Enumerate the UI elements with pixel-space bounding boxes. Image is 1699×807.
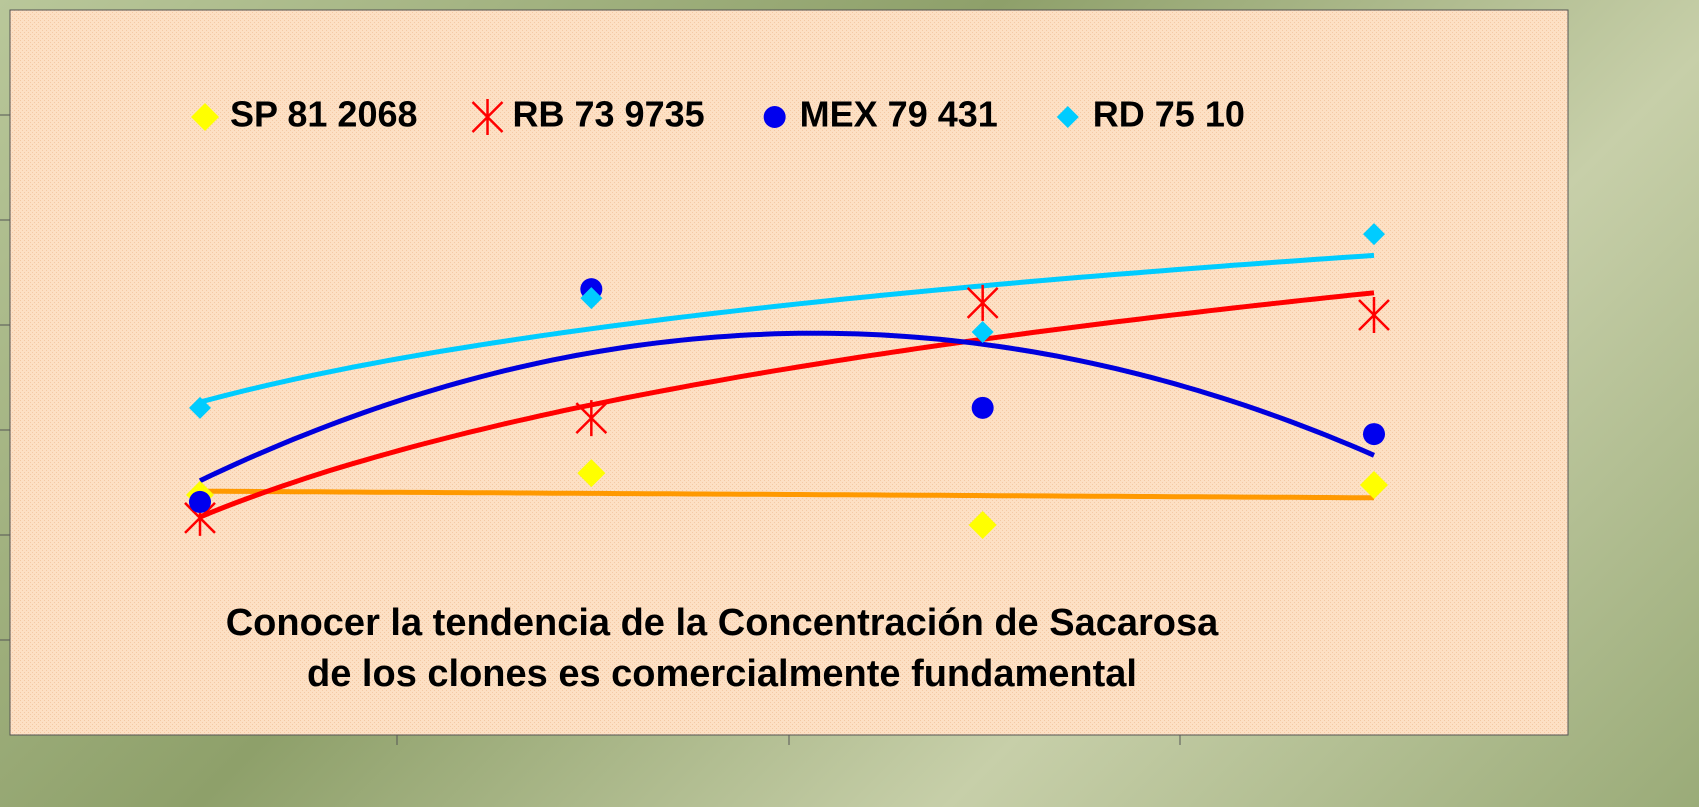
point (189, 490, 211, 513)
point (1360, 470, 1388, 499)
point (189, 396, 211, 419)
point (1363, 223, 1385, 246)
point (575, 400, 608, 437)
legend-marker (763, 106, 786, 128)
trendline (199, 290, 1375, 520)
legend-label: RD 75 10 (1093, 94, 1245, 135)
legend-label: SP 81 2068 (230, 94, 418, 135)
point (1358, 297, 1390, 334)
legend-marker (1056, 106, 1079, 128)
legend-label: MEX 79 431 (800, 94, 998, 135)
legend-label: RB 73 9735 (513, 94, 705, 135)
point (1363, 423, 1385, 446)
plot-area (9, 9, 1569, 736)
point (966, 284, 999, 321)
trendline (200, 488, 1375, 501)
frame-lines (0, 114, 1181, 745)
trendline (198, 330, 1375, 483)
chart-title: Conocer la tendencia de la Concentración… (226, 602, 1219, 695)
point (577, 459, 606, 488)
legend-marker (191, 103, 219, 131)
legend-marker (471, 99, 504, 135)
point (580, 287, 603, 310)
point (968, 510, 997, 539)
point (971, 396, 994, 419)
trendline (199, 252, 1375, 405)
point (971, 321, 994, 343)
